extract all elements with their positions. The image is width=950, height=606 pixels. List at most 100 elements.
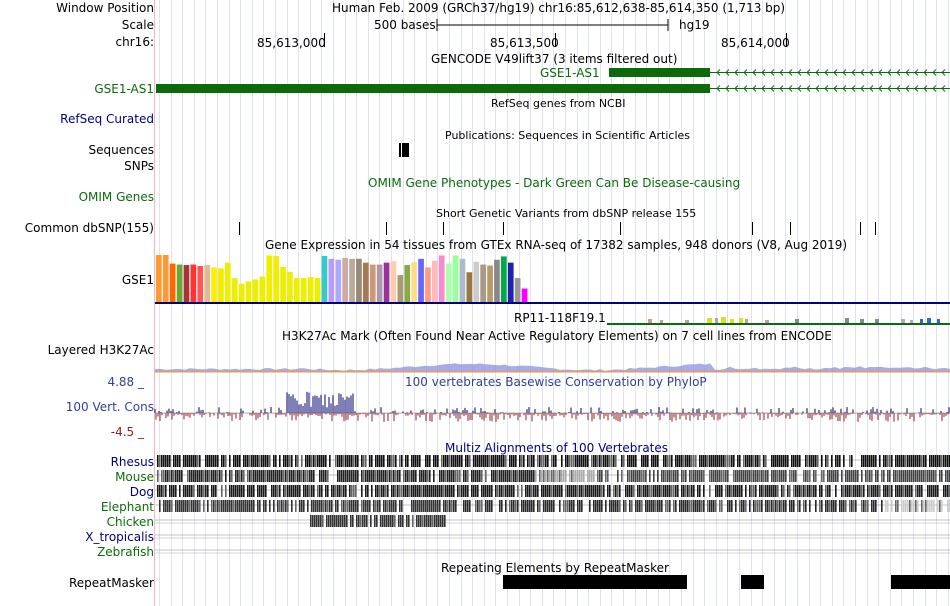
publications-track-title[interactable]: Publications: Sequences in Scientific Ar… <box>445 129 690 142</box>
gencode-gene-inline-label[interactable]: GSE1-AS1 <box>540 66 600 80</box>
gencode-gene-model[interactable] <box>155 66 950 96</box>
gtex-tissue-bar <box>411 262 417 302</box>
multiz-species-chicken[interactable]: Chicken <box>106 515 154 529</box>
gtex-tissue-bar <box>252 279 259 302</box>
multiz-species-zebrafish[interactable]: Zebrafish <box>97 545 154 559</box>
gtex-tissue-bar <box>452 255 459 302</box>
gtex-gene2-label[interactable]: RP11-118F19.1 <box>514 311 606 325</box>
h3k27ac-signal[interactable] <box>155 355 950 373</box>
gtex-track-label[interactable]: GSE1 <box>121 273 154 287</box>
gtex-tissue-bar <box>501 256 507 302</box>
gtex-tissue-bar <box>425 267 431 302</box>
gtex-tissue-bar <box>438 255 445 302</box>
gtex-tissue-bar <box>342 257 348 302</box>
gtex-tissue-bar <box>245 281 252 302</box>
refseq-track-label[interactable]: RefSeq Curated <box>60 112 154 126</box>
repeatmasker-track-label[interactable]: RepeatMasker <box>68 576 154 590</box>
multiz-species-rhesus[interactable]: Rhesus <box>110 455 154 469</box>
h3k27ac-track-title[interactable]: H3K27Ac Mark (Often Found Near Active Re… <box>282 329 832 343</box>
repeatmasker-elements[interactable] <box>155 575 950 590</box>
omim-track-label[interactable]: OMIM Genes <box>78 190 154 204</box>
gencode-track-title[interactable]: GENCODE V49lift37 (3 items filtered out) <box>431 52 678 66</box>
phylop-track-label[interactable]: 100 Vert. Cons <box>65 400 154 414</box>
gtex-tissue-bar <box>473 261 480 302</box>
gtex-tissue-bar <box>190 264 197 302</box>
multiz-species-mouse[interactable]: Mouse <box>115 470 154 484</box>
gtex-tissue-bar <box>176 264 183 302</box>
gtex-tissue-bar <box>349 258 355 302</box>
window-position-text: Human Feb. 2009 (GRCh37/hg19) chr16:85,6… <box>332 1 786 15</box>
gtex-tissue-bar <box>507 262 514 302</box>
gtex-tissue-bar <box>162 254 169 302</box>
gtex-tissue-bar <box>314 278 321 302</box>
multiz-species-xtropicalis[interactable]: X_tropicalis <box>85 530 154 544</box>
gtex-tissue-bar <box>259 276 266 302</box>
dbsnp-track-title[interactable]: Short Genetic Variants from dbSNP releas… <box>436 207 697 220</box>
chrom-label: chr16: <box>115 35 154 49</box>
gtex-tissue-bar <box>432 260 438 302</box>
multiz-track-title[interactable]: Multiz Alignments of 100 Vertebrates <box>445 441 669 455</box>
gtex-tissue-bar <box>390 261 397 302</box>
gtex-tissue-bar <box>169 263 176 302</box>
gtex-tissue-bar <box>356 258 362 302</box>
multiz-species-dog[interactable]: Dog <box>129 485 154 499</box>
multiz-alignment-blocks[interactable] <box>155 454 950 560</box>
gtex-tissue-bar <box>225 262 231 302</box>
multiz-species-elephant[interactable]: Elephant <box>100 500 154 514</box>
gtex-tissue-bar <box>294 278 300 302</box>
gtex-tissue-bar <box>494 259 500 302</box>
repeatmasker-track-title[interactable]: Repeating Elements by RepeatMasker <box>441 561 669 575</box>
gtex-tissue-bar <box>287 271 293 302</box>
gtex-tissue-bar <box>514 278 521 302</box>
snps-track-label[interactable]: SNPs <box>124 159 154 173</box>
scale-label: Scale <box>121 18 154 32</box>
label-divider <box>154 0 155 606</box>
scale-bar <box>436 19 669 31</box>
gtex-tissue-bar <box>383 262 390 302</box>
gtex-tissue-bar <box>238 283 245 302</box>
publications-track-label[interactable]: Sequences <box>88 143 154 157</box>
gtex-tissue-bar <box>273 255 279 302</box>
gtex-tissue-bar <box>211 267 217 302</box>
gtex-expression-chart[interactable] <box>155 254 535 302</box>
dbsnp-track-label[interactable]: Common dbSNP(155) <box>24 221 154 235</box>
dbsnp-variants[interactable] <box>155 222 950 236</box>
gtex-tissue-bar <box>266 255 273 302</box>
gtex-tissue-bar <box>204 265 210 302</box>
gtex-gene-lines <box>155 302 950 325</box>
tick-label-3: 85,614,000 <box>721 36 790 50</box>
gtex-tissue-bar <box>418 258 424 302</box>
omim-track-title[interactable]: OMIM Gene Phenotypes - Dark Green Can Be… <box>368 176 741 190</box>
phylop-min-label: -4.5 _ <box>110 425 144 439</box>
gtex-tissue-bar <box>280 266 286 302</box>
gtex-tissue-bar <box>466 272 473 302</box>
gtex-track-title[interactable]: Gene Expression in 54 tissues from GTEx … <box>265 238 848 252</box>
gtex-tissue-bar <box>521 288 528 302</box>
gtex-tissue-bar <box>231 278 238 302</box>
gtex-tissue-bar <box>183 265 190 302</box>
window-position-label: Window Position <box>56 1 154 15</box>
gtex-tissue-bar <box>404 265 411 302</box>
gtex-tissue-bar <box>218 268 224 302</box>
phylop-max-label: 4.88 _ <box>107 375 144 389</box>
gtex-tissue-bar <box>487 265 493 302</box>
tick-label-2: 85,613,500 <box>490 36 559 50</box>
tick-label-1: 85,613,000 <box>257 36 326 50</box>
phylop-track-title[interactable]: 100 vertebrates Basewise Conservation by… <box>405 375 707 389</box>
gtex-tissue-bar <box>363 262 369 302</box>
phylop-wiggle[interactable] <box>154 380 950 440</box>
gencode-track-label[interactable]: GSE1-AS1 <box>94 82 154 96</box>
gtex-tissue-bar <box>156 254 162 302</box>
h3k27ac-area <box>155 363 950 372</box>
gtex-tissue-bar <box>369 264 376 302</box>
gtex-tissue-bar <box>328 258 335 302</box>
chrom-ticks <box>324 33 787 47</box>
gtex-tissue-bar <box>300 278 307 302</box>
gtex-tissue-bar <box>376 264 383 302</box>
h3k27ac-track-label[interactable]: Layered H3K27Ac <box>47 343 154 357</box>
h3k27ac-baseline <box>155 371 950 373</box>
gtex-tissue-bar <box>197 266 204 302</box>
refseq-track-title[interactable]: RefSeq genes from NCBI <box>491 97 626 110</box>
publication-feature[interactable] <box>398 143 412 158</box>
scale-bases: 500 bases <box>374 18 436 32</box>
